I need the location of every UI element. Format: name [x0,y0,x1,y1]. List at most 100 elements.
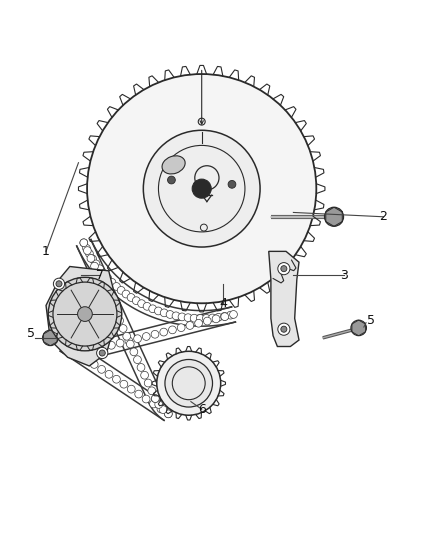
Circle shape [104,274,112,282]
Circle shape [157,351,221,415]
Circle shape [78,306,92,321]
Text: 1: 1 [42,245,50,258]
Polygon shape [269,252,299,346]
Circle shape [143,130,260,247]
Circle shape [159,406,167,414]
Circle shape [151,330,159,338]
Ellipse shape [162,156,185,174]
Circle shape [99,350,105,356]
Circle shape [116,339,124,347]
Circle shape [155,307,162,315]
Circle shape [137,364,145,372]
Circle shape [90,346,98,353]
Text: 3: 3 [340,269,348,281]
Text: 7: 7 [96,269,104,281]
Circle shape [101,286,109,294]
Circle shape [75,351,83,358]
Circle shape [108,278,116,286]
Circle shape [48,277,122,351]
Circle shape [96,265,103,273]
Circle shape [88,255,96,263]
Circle shape [61,341,69,349]
Circle shape [172,312,180,320]
Circle shape [80,239,88,247]
Circle shape [149,305,156,313]
Circle shape [91,262,99,270]
Text: 4: 4 [219,297,227,310]
Text: 5: 5 [27,327,35,340]
Circle shape [60,341,68,349]
Circle shape [177,324,185,332]
Circle shape [116,317,124,325]
Circle shape [178,313,186,321]
Circle shape [166,311,174,318]
Circle shape [190,314,198,322]
Circle shape [281,326,287,332]
Circle shape [160,328,168,336]
Circle shape [53,282,117,346]
Circle shape [87,74,316,303]
Circle shape [132,297,140,304]
Circle shape [278,323,290,335]
Circle shape [143,302,151,310]
Circle shape [123,333,131,340]
Circle shape [87,254,95,262]
Circle shape [221,312,229,320]
Circle shape [152,395,159,402]
Circle shape [53,278,65,289]
Circle shape [83,244,90,252]
Circle shape [160,309,168,317]
Circle shape [278,263,290,274]
Circle shape [148,387,155,395]
Circle shape [127,340,134,348]
Circle shape [157,405,165,413]
Circle shape [113,282,120,290]
Circle shape [42,330,58,345]
Circle shape [112,309,120,317]
Circle shape [195,319,202,327]
Circle shape [281,265,287,272]
Circle shape [80,239,88,247]
Circle shape [215,313,223,321]
Circle shape [98,278,106,286]
Circle shape [105,370,113,378]
Circle shape [98,366,106,373]
Circle shape [165,359,212,407]
Circle shape [127,385,135,393]
Circle shape [138,300,145,308]
Polygon shape [46,266,115,366]
Circle shape [164,410,172,418]
Circle shape [144,379,152,387]
Circle shape [107,342,115,349]
Circle shape [56,281,62,287]
Circle shape [117,286,125,294]
Circle shape [142,395,150,403]
Circle shape [120,381,128,388]
Circle shape [141,372,148,379]
Circle shape [351,320,367,336]
Circle shape [135,390,143,398]
Circle shape [90,346,98,353]
Circle shape [99,344,106,351]
Circle shape [134,356,141,364]
Circle shape [155,401,162,408]
Circle shape [221,313,229,320]
Circle shape [202,314,210,322]
Circle shape [192,179,211,198]
Circle shape [142,333,150,341]
Circle shape [70,345,78,353]
Circle shape [228,181,236,188]
Circle shape [134,335,141,343]
Circle shape [152,395,159,402]
Circle shape [83,356,91,364]
Circle shape [68,346,76,353]
Circle shape [186,321,194,329]
Circle shape [109,301,117,309]
Circle shape [168,176,175,184]
Circle shape [196,314,204,322]
Circle shape [169,326,177,334]
Circle shape [122,290,130,298]
Circle shape [130,348,138,356]
Circle shape [90,360,98,368]
Text: 2: 2 [379,211,387,223]
